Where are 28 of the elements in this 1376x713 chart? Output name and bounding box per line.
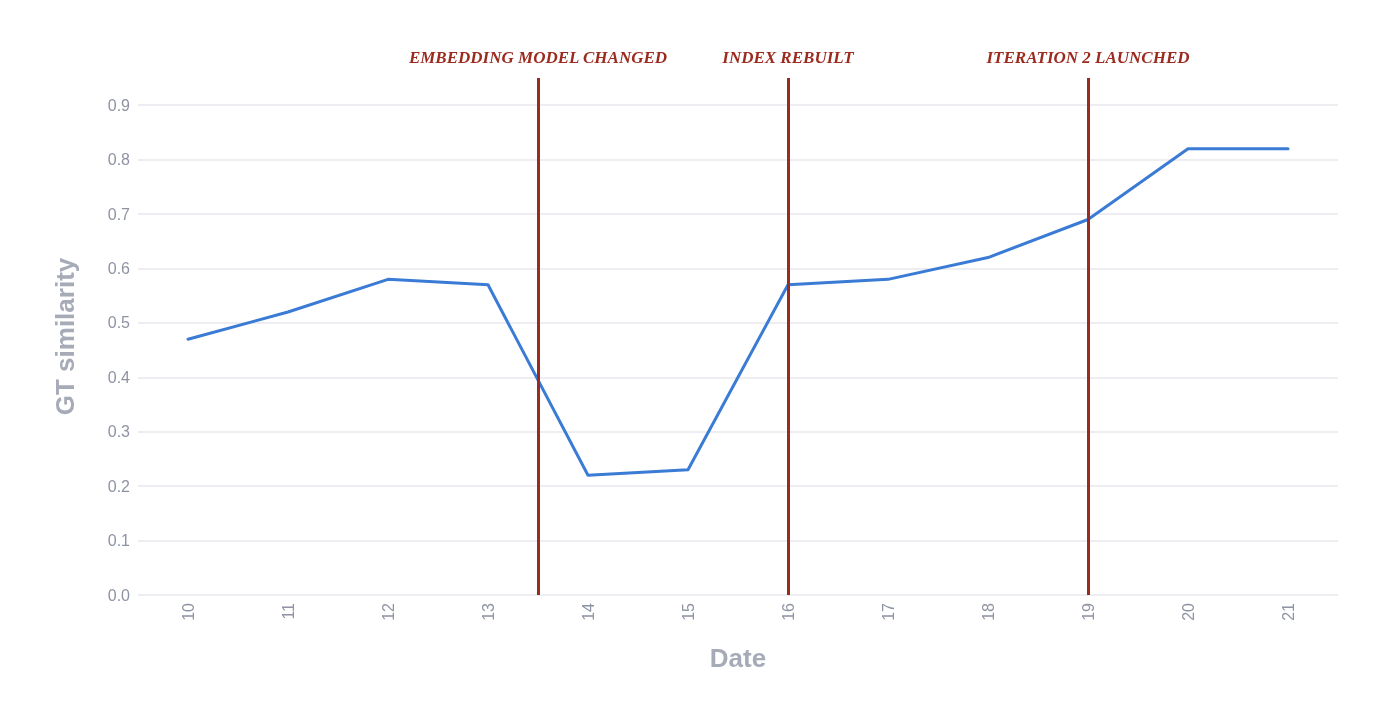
y-tick-label: 0.1 <box>107 532 131 550</box>
y-tick-label: 0.3 <box>107 423 131 441</box>
ref-line-label: INDEX REBUILT <box>721 48 855 67</box>
x-tick-label: 15 <box>679 602 697 621</box>
y-tick-label: 0.2 <box>107 477 131 495</box>
y-tick-label: 0.7 <box>107 205 131 223</box>
y-tick-label: 0.9 <box>107 96 131 114</box>
x-tick-label: 20 <box>1179 602 1197 621</box>
y-tick-label: 0.4 <box>107 368 131 386</box>
x-tick-label: 10 <box>179 602 197 621</box>
x-tick-label: 13 <box>479 602 497 621</box>
ref-line-label: ITERATION 2 LAUNCHED <box>985 48 1190 67</box>
x-tick-label: 12 <box>379 602 397 621</box>
x-tick-label: 11 <box>279 602 297 620</box>
y-tick-label: 0.5 <box>107 314 131 332</box>
x-tick-label: 18 <box>979 602 997 621</box>
x-tick-label: 14 <box>579 602 597 621</box>
y-tick-label: 0.6 <box>107 259 131 277</box>
x-tick-label: 17 <box>879 602 897 621</box>
x-tick-label: 16 <box>779 602 797 621</box>
y-tick-label: 0.8 <box>107 151 131 169</box>
ref-line-label: EMBEDDING MODEL CHANGED <box>407 48 668 67</box>
y-axis-title: GT similarity <box>50 257 80 416</box>
x-tick-label: 19 <box>1079 602 1097 621</box>
y-tick-label: 0.0 <box>107 586 131 604</box>
x-axis-title: Date <box>709 643 767 673</box>
line-series <box>186 147 1290 477</box>
x-tick-label: 21 <box>1279 602 1297 621</box>
